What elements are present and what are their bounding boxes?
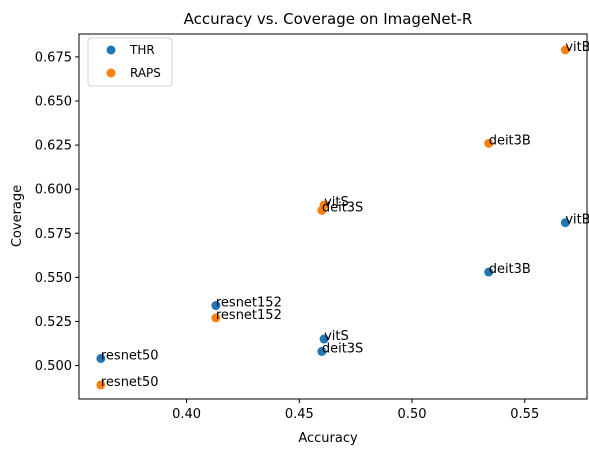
- x-tick-label: 0.40: [172, 407, 201, 422]
- raps-point: [560, 45, 570, 55]
- point-label: resnet50: [101, 375, 159, 390]
- raps-point: [211, 313, 221, 323]
- x-tick-label: 0.50: [398, 407, 427, 422]
- thr-point: [560, 218, 570, 228]
- x-axis-label: Accuracy: [298, 431, 358, 446]
- point-label: resnet152: [216, 308, 282, 323]
- point-label: deit3S: [322, 341, 363, 356]
- y-tick-label: 0.650: [35, 95, 72, 110]
- y-tick-label: 0.675: [35, 50, 72, 65]
- point-label: resnet152: [216, 296, 282, 311]
- thr-point: [211, 301, 221, 311]
- plot-frame: [78, 33, 588, 400]
- legend-marker-raps: [106, 68, 116, 78]
- point-label: vitB: [565, 213, 589, 228]
- thr-point: [317, 346, 327, 356]
- raps-point: [317, 205, 327, 215]
- point-label: resnet50: [101, 348, 159, 363]
- legend-label-thr: THR: [129, 43, 155, 57]
- thr-point: [96, 353, 106, 363]
- legend-marker-thr: [106, 45, 116, 55]
- x-tick-label: 0.55: [510, 407, 539, 422]
- legend-label-raps: RAPS: [130, 66, 161, 80]
- point-label: vitS: [324, 195, 349, 210]
- point-label: vitS: [324, 329, 349, 344]
- y-tick-label: 0.550: [35, 271, 72, 286]
- thr-point: [484, 267, 494, 277]
- y-tick-label: 0.600: [35, 183, 72, 198]
- thr-point: [319, 334, 329, 344]
- y-tick-label: 0.500: [35, 359, 72, 374]
- chart-title: Accuracy vs. Coverage on ImageNet-R: [184, 10, 473, 28]
- x-tick-label: 0.45: [285, 407, 314, 422]
- raps-point: [96, 380, 106, 390]
- raps-point: [484, 138, 494, 148]
- y-axis-label: Coverage: [10, 185, 25, 247]
- point-label: vitB: [565, 40, 589, 55]
- y-tick-label: 0.575: [35, 227, 72, 242]
- y-tick-label: 0.525: [35, 315, 72, 330]
- point-label: deit3B: [489, 133, 531, 148]
- point-label: deit3B: [489, 262, 531, 277]
- y-tick-label: 0.625: [35, 139, 72, 154]
- point-label: deit3S: [322, 200, 363, 215]
- legend: THR RAPS: [87, 37, 173, 87]
